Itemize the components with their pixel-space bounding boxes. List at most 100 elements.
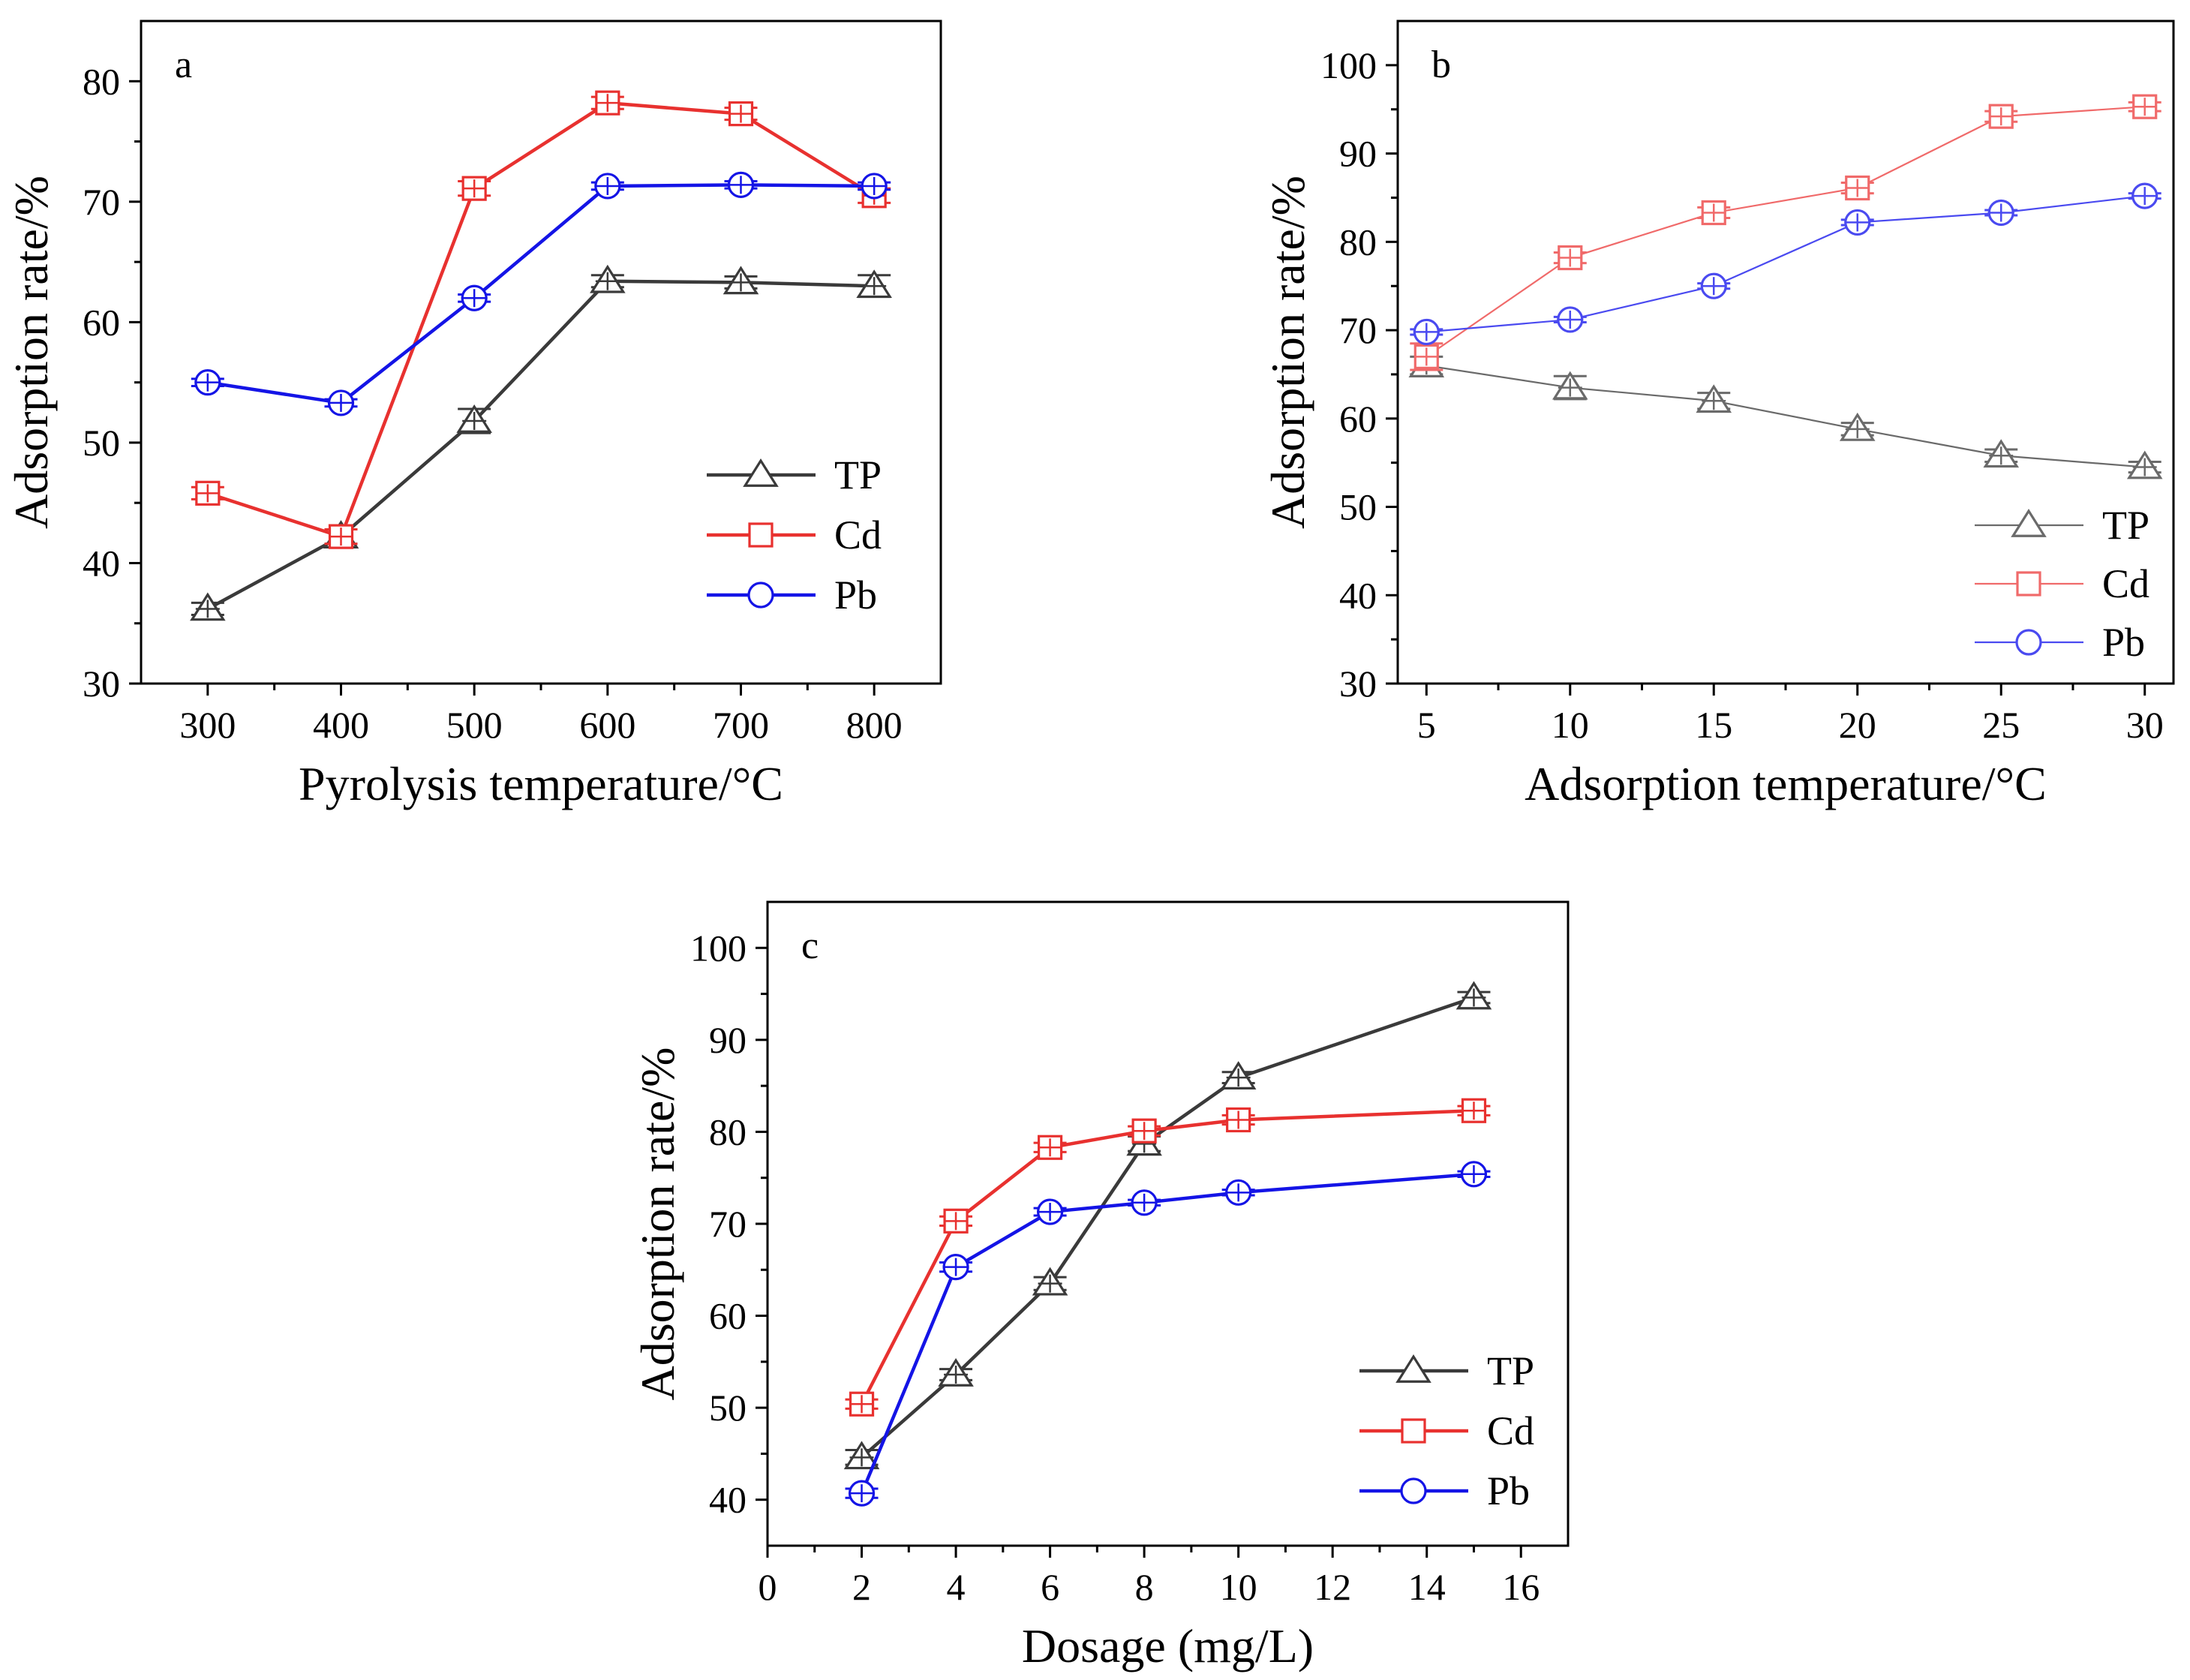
x-tick-label: 500: [446, 704, 503, 746]
y-tick-label: 60: [83, 301, 120, 343]
y-tick-label: 70: [83, 181, 120, 223]
legend-marker: [2011, 508, 2047, 537]
y-tick-label: 80: [709, 1110, 747, 1153]
y-tick-label: 70: [1339, 309, 1377, 351]
legend-label: Pb: [834, 573, 877, 618]
y-axis-title: Adsorption rate/%: [631, 1047, 684, 1401]
series-line-Cd: [860, 1108, 1474, 1405]
x-axis-title: Dosage (mg/L): [1022, 1619, 1314, 1672]
panel-b: 5 10 15 20 25 30 30 40 50 60 70 80 90 100 Adsorption t…: [1261, 20, 2175, 810]
legend-marker: [748, 522, 774, 548]
legend-marker: [743, 458, 779, 487]
x-tick-label: 400: [313, 704, 369, 746]
legend-entry-TP: TP: [1975, 503, 2149, 548]
series-line-Pb: [1426, 195, 2145, 333]
x-tick-label: 14: [1408, 1566, 1446, 1608]
legend-label: Pb: [1487, 1468, 1530, 1513]
legend-marker: [1395, 1354, 1431, 1383]
series-Pb: [1410, 182, 2161, 346]
panel-label: b: [1431, 44, 1451, 86]
series-TP: [190, 264, 892, 621]
y-tick-label: 90: [1339, 133, 1377, 175]
y-tick-label: 80: [83, 60, 120, 102]
x-tick-label: 12: [1314, 1566, 1351, 1608]
y-tick-label: 50: [1339, 486, 1377, 528]
x-tick-label: 600: [579, 704, 635, 746]
y-tick-label: 50: [709, 1387, 747, 1429]
y-tick-label: 80: [1339, 221, 1377, 263]
legend-entry-Pb: Pb: [1975, 620, 2145, 665]
legend-marker: [747, 582, 774, 609]
legend-marker: [1400, 1477, 1427, 1504]
legend-label: Cd: [1487, 1408, 1534, 1453]
series-Pb: [845, 1161, 1491, 1507]
legend-entry-Cd: Cd: [707, 512, 882, 557]
series-Cd: [191, 90, 891, 549]
x-tick-label: 20: [1839, 704, 1876, 746]
y-tick-label: 30: [1339, 663, 1377, 705]
y-axis-title: Adsorption rate/%: [1261, 176, 1314, 529]
y-tick-label: 50: [83, 422, 120, 464]
legend-label: Cd: [2102, 561, 2149, 606]
y-tick-label: 70: [709, 1203, 747, 1245]
y-tick-label: 40: [1339, 574, 1377, 616]
panel-label: c: [801, 924, 819, 967]
series-line-Pb: [860, 1172, 1474, 1494]
y-tick-label: 90: [709, 1019, 747, 1061]
panel-a: 300 400 500 600 700 800 30 40 50 60 70 80 Pyrolysis …: [5, 20, 942, 810]
legend-entry-Cd: Cd: [1975, 561, 2149, 606]
series-line-Cd: [1425, 106, 2145, 358]
x-axis-title: Pyrolysis temperature/°C: [299, 757, 783, 810]
x-tick-label: 5: [1417, 704, 1436, 746]
series-line-TP: [1426, 365, 2145, 468]
series-line-Pb: [207, 183, 875, 405]
series-Cd: [845, 1098, 1491, 1417]
legend-label: TP: [2102, 503, 2149, 548]
x-tick-label: 15: [1695, 704, 1732, 746]
x-tick-label: 4: [947, 1566, 966, 1608]
plot-frame: [766, 900, 1570, 1547]
panel-c: 0 2 4 6 8 10 12 14 16 40 50 60 70 80 90 100 Dosage (mg/L…: [631, 900, 1570, 1672]
legend-label: TP: [834, 452, 882, 497]
legend-entry-Cd: Cd: [1359, 1408, 1534, 1453]
x-tick-label: 8: [1135, 1566, 1154, 1608]
x-tick-label: 16: [1502, 1566, 1540, 1608]
series-TP: [1408, 349, 2163, 479]
x-tick-label: 30: [2126, 704, 2164, 746]
panel-label: a: [175, 44, 192, 86]
y-tick-label: 30: [83, 663, 120, 705]
x-tick-label: 6: [1041, 1566, 1059, 1608]
x-tick-label: 800: [846, 704, 903, 746]
x-tick-label: 10: [1220, 1566, 1257, 1608]
y-tick-label: 100: [1320, 44, 1377, 86]
legend-label: Pb: [2102, 620, 2145, 665]
y-tick-label: 40: [83, 542, 120, 584]
x-tick-label: 10: [1552, 704, 1589, 746]
legend-marker: [1401, 1418, 1426, 1444]
x-axis-title: Adsorption temperature/°C: [1525, 757, 2047, 810]
x-tick-label: 2: [852, 1566, 871, 1608]
x-tick-label: 0: [759, 1566, 777, 1608]
legend-label: TP: [1487, 1348, 1534, 1393]
legend-entry-Pb: Pb: [1359, 1468, 1530, 1513]
series-line-TP: [861, 996, 1475, 1459]
legend-label: Cd: [834, 512, 882, 557]
x-tick-label: 25: [1982, 704, 2020, 746]
x-tick-label: 300: [179, 704, 236, 746]
series-Cd: [1410, 94, 2161, 371]
legend-entry-TP: TP: [707, 452, 882, 497]
legend-marker: [2015, 629, 2042, 656]
y-tick-label: 60: [1339, 398, 1377, 440]
series-line-Cd: [207, 101, 876, 539]
legend-entry-TP: TP: [1359, 1348, 1534, 1393]
series-Pb: [191, 171, 891, 416]
legend-marker: [2016, 571, 2041, 597]
legend-entry-Pb: Pb: [707, 573, 877, 618]
y-tick-label: 100: [690, 927, 747, 969]
y-tick-label: 60: [709, 1295, 747, 1337]
y-axis-title: Adsorption rate/%: [5, 176, 58, 529]
x-tick-label: 700: [713, 704, 769, 746]
y-tick-label: 40: [709, 1479, 747, 1521]
series-line-TP: [206, 279, 875, 611]
